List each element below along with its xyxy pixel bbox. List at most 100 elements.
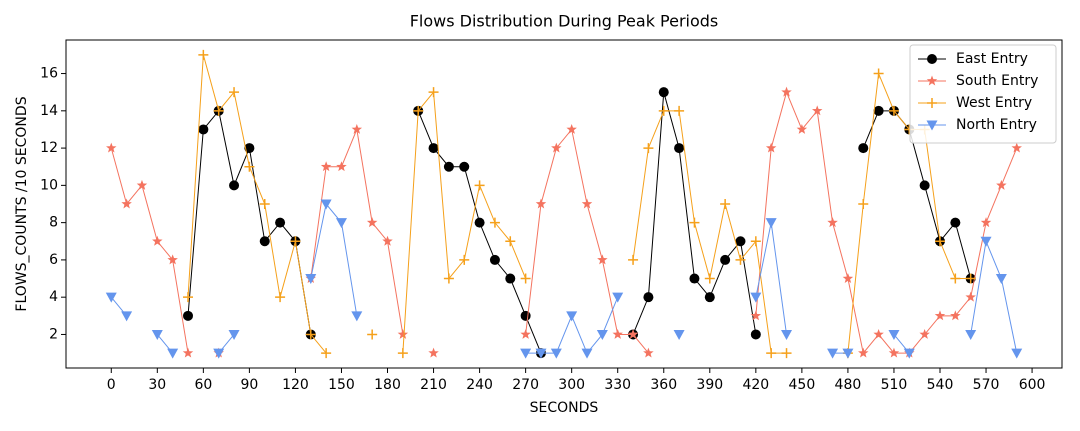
legend-label: South Entry <box>956 73 1038 89</box>
legend-label: West Entry <box>956 95 1032 111</box>
plot-frame <box>65 39 1063 369</box>
marker <box>674 105 685 116</box>
marker <box>612 328 623 339</box>
marker <box>213 105 224 116</box>
marker <box>259 236 270 247</box>
marker <box>873 328 884 339</box>
series-line <box>187 92 972 354</box>
y-tick-label: 6 <box>49 252 58 268</box>
y-tick-label: 10 <box>40 177 58 193</box>
marker <box>228 329 240 340</box>
marker <box>796 123 808 134</box>
marker <box>566 123 577 134</box>
marker <box>382 235 393 246</box>
x-tick-label: 240 <box>466 377 493 393</box>
marker <box>720 199 731 209</box>
marker <box>658 87 669 98</box>
marker <box>581 348 593 359</box>
marker <box>459 161 470 172</box>
marker <box>950 217 961 228</box>
marker <box>658 105 669 116</box>
marker <box>750 310 762 321</box>
marker <box>888 105 899 116</box>
marker <box>765 218 777 229</box>
marker <box>321 348 332 359</box>
marker <box>151 329 163 340</box>
marker <box>320 199 332 210</box>
marker <box>428 143 439 154</box>
marker <box>167 348 179 359</box>
legend-label: North Entry <box>956 117 1037 133</box>
marker <box>919 328 930 339</box>
x-tick-label: 180 <box>374 377 401 393</box>
legend-label: East Entry <box>956 51 1028 67</box>
marker <box>198 49 209 60</box>
marker <box>950 273 961 284</box>
legend-box <box>909 44 1057 144</box>
marker <box>443 161 454 172</box>
marker <box>827 348 839 359</box>
marker <box>858 143 869 154</box>
x-axis-label: SECONDS <box>530 400 599 416</box>
y-axis-label: FLOWS_COUNTS /10 SECONDS <box>14 96 30 311</box>
marker <box>842 348 854 359</box>
marker <box>183 292 194 303</box>
marker <box>596 329 608 340</box>
y-tick-label: 14 <box>40 103 58 119</box>
marker <box>229 87 240 98</box>
marker <box>520 328 531 339</box>
x-tick-label: 390 <box>696 377 723 393</box>
marker <box>689 217 700 228</box>
x-tick-label: 450 <box>789 377 816 393</box>
marker <box>689 273 700 284</box>
legend-marker <box>927 98 937 108</box>
x-tick-label: 150 <box>328 377 355 393</box>
marker <box>489 254 500 265</box>
y-tick-label: 16 <box>40 66 58 82</box>
marker <box>643 143 654 154</box>
marker <box>995 274 1007 285</box>
x-tick-label: 600 <box>1019 377 1046 393</box>
marker <box>489 217 500 228</box>
marker <box>965 291 976 302</box>
marker <box>903 348 915 359</box>
marker <box>765 142 777 153</box>
marker <box>674 143 685 154</box>
marker <box>535 198 547 209</box>
x-tick-label: 570 <box>973 377 1000 393</box>
marker <box>643 292 654 303</box>
marker <box>351 123 363 134</box>
chart-title: Flows Distribution During Peak Periods <box>410 12 719 31</box>
x-tick-label: 420 <box>742 377 769 393</box>
marker <box>597 254 608 265</box>
marker <box>397 328 409 339</box>
marker <box>320 161 332 172</box>
marker <box>628 254 639 265</box>
y-tick-label: 4 <box>49 289 58 305</box>
marker <box>750 292 762 303</box>
legend-marker <box>926 75 938 86</box>
marker <box>781 86 792 97</box>
marker <box>136 179 148 190</box>
marker <box>673 329 685 340</box>
marker <box>873 68 884 79</box>
marker <box>459 254 470 265</box>
marker <box>121 311 133 322</box>
marker <box>1011 142 1022 153</box>
marker <box>720 254 731 265</box>
marker <box>996 179 1007 190</box>
marker <box>766 348 777 359</box>
marker <box>351 311 363 322</box>
marker <box>505 273 516 284</box>
marker <box>735 236 746 247</box>
legend-marker <box>927 54 937 64</box>
marker <box>980 217 992 228</box>
marker <box>858 347 869 358</box>
marker <box>290 236 301 247</box>
x-tick-label: 360 <box>650 377 677 393</box>
marker <box>198 124 209 135</box>
marker <box>229 180 240 191</box>
marker <box>105 292 117 303</box>
x-tick-label: 300 <box>558 377 585 393</box>
